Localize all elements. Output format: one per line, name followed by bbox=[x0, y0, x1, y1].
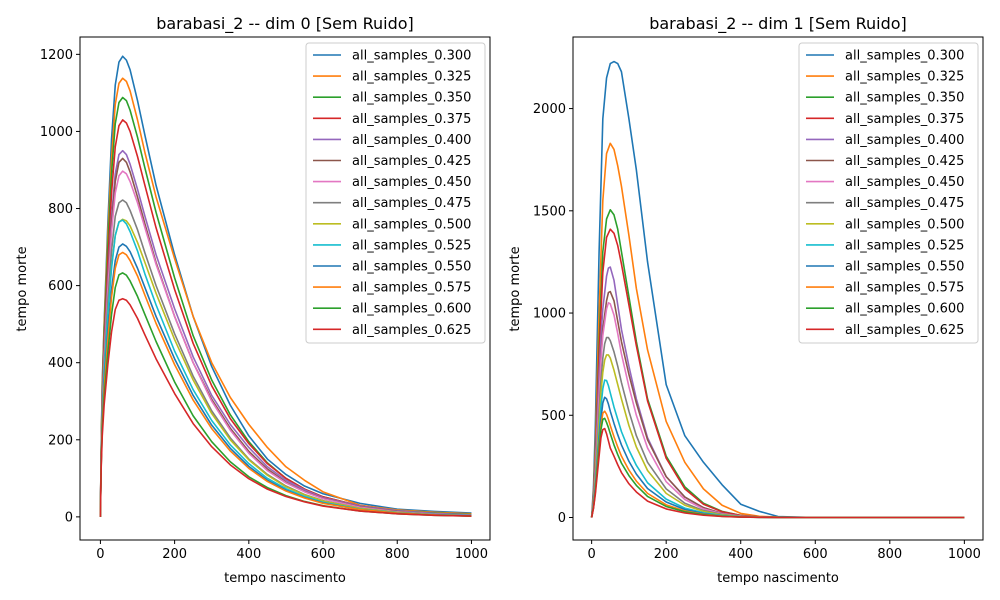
legend-entry-label: all_samples_0.575 bbox=[845, 281, 964, 296]
y-tick-label: 600 bbox=[48, 279, 73, 294]
legend-entry-label: all_samples_0.425 bbox=[845, 154, 964, 169]
x-tick-label: 0 bbox=[587, 547, 595, 562]
legend-entry-label: all_samples_0.400 bbox=[352, 133, 471, 148]
x-tick-label: 200 bbox=[654, 547, 679, 562]
legend-entry-label: all_samples_0.350 bbox=[352, 91, 471, 106]
series-line-all_samples_0.625 bbox=[99, 297, 472, 517]
y-tick-label: 200 bbox=[48, 433, 73, 448]
x-tick-label: 200 bbox=[162, 547, 187, 562]
x-tick-label: 600 bbox=[803, 547, 828, 562]
y-tick-label: 400 bbox=[48, 356, 73, 371]
legend-entry-label: all_samples_0.525 bbox=[845, 238, 964, 253]
x-tick-label: 800 bbox=[877, 547, 902, 562]
legend-entry-label: all_samples_0.625 bbox=[352, 323, 471, 338]
legend-entry-label: all_samples_0.575 bbox=[352, 281, 471, 296]
legend-entry-label: all_samples_0.475 bbox=[845, 196, 964, 211]
y-tick-label: 0 bbox=[558, 511, 566, 526]
x-tick-label: 600 bbox=[311, 547, 336, 562]
legend-entry-label: all_samples_0.500 bbox=[352, 217, 471, 232]
y-tick-label: 800 bbox=[48, 202, 73, 217]
x-tick-label: 400 bbox=[728, 547, 753, 562]
x-tick-label: 800 bbox=[385, 547, 410, 562]
subplot-dim0: barabasi_2 -- dim 0 [Sem Ruido] tempo na… bbox=[15, 14, 491, 586]
x-tick-label: 0 bbox=[96, 547, 104, 562]
legend: all_samples_0.300 all_samples_0.325 all_sa… bbox=[305, 42, 486, 344]
legend-entry-label: all_samples_0.375 bbox=[845, 112, 964, 127]
y-axis-label: tempo morte bbox=[15, 246, 30, 331]
x-tick-label: 1000 bbox=[455, 547, 488, 562]
legend-entry-label: all_samples_0.475 bbox=[352, 196, 471, 211]
y-tick-label: 1500 bbox=[533, 204, 566, 219]
legend-entry-label: all_samples_0.300 bbox=[845, 49, 964, 64]
legend-entry-label: all_samples_0.550 bbox=[845, 260, 964, 275]
legend-box bbox=[798, 42, 979, 344]
axis-ticks: 0 200 400 600 800 1000 0 500 1000 1500 2000 bbox=[533, 102, 981, 562]
chart-title: barabasi_2 -- dim 1 [Sem Ruido] bbox=[649, 14, 907, 34]
legend-entry-label: all_samples_0.325 bbox=[845, 70, 964, 85]
series-line-all_samples_0.625 bbox=[590, 427, 965, 519]
series-lines bbox=[99, 55, 472, 517]
legend-entry-label: all_samples_0.450 bbox=[352, 175, 471, 190]
series-line-all_samples_0.575 bbox=[99, 251, 472, 517]
x-tick-label: 400 bbox=[236, 547, 261, 562]
legend: all_samples_0.300 all_samples_0.325 all_sa… bbox=[798, 42, 979, 344]
chart-title: barabasi_2 -- dim 0 [Sem Ruido] bbox=[156, 14, 414, 34]
y-tick-label: 0 bbox=[65, 510, 73, 525]
x-axis-label: tempo nascimento bbox=[224, 571, 346, 586]
y-tick-label: 1200 bbox=[40, 48, 73, 63]
y-axis-label: tempo morte bbox=[508, 246, 523, 331]
legend-entry-label: all_samples_0.300 bbox=[352, 49, 471, 64]
y-tick-label: 1000 bbox=[533, 307, 566, 322]
series-lines bbox=[590, 60, 965, 519]
legend-entry-label: all_samples_0.425 bbox=[352, 154, 471, 169]
x-tick-label: 1000 bbox=[948, 547, 981, 562]
legend-entry-label: all_samples_0.600 bbox=[845, 302, 964, 317]
legend-entry-label: all_samples_0.600 bbox=[352, 302, 471, 317]
legend-entry-label: all_samples_0.550 bbox=[352, 260, 471, 275]
legend-entry-label: all_samples_0.400 bbox=[845, 133, 964, 148]
legend-entry-label: all_samples_0.525 bbox=[352, 238, 471, 253]
y-tick-label: 2000 bbox=[533, 102, 566, 117]
y-tick-label: 1000 bbox=[40, 125, 73, 140]
legend-entry-label: all_samples_0.325 bbox=[352, 70, 471, 85]
legend-entry-label: all_samples_0.450 bbox=[845, 175, 964, 190]
plot-frame bbox=[572, 36, 984, 541]
legend-entry-label: all_samples_0.500 bbox=[845, 217, 964, 232]
y-tick-label: 500 bbox=[541, 409, 566, 424]
legend-entry-label: all_samples_0.350 bbox=[845, 91, 964, 106]
series-line-all_samples_0.450 bbox=[99, 170, 472, 517]
legend-box bbox=[305, 42, 486, 344]
legend-entry-label: all_samples_0.375 bbox=[352, 112, 471, 127]
legend-entry-label: all_samples_0.625 bbox=[845, 323, 964, 338]
series-line-all_samples_0.525 bbox=[99, 219, 472, 517]
axis-ticks: 0 200 400 600 800 1000 0 200 400 600 800 1000 1200 bbox=[40, 48, 488, 562]
plot-frame bbox=[79, 36, 491, 541]
x-axis-label: tempo nascimento bbox=[717, 571, 839, 586]
subplot-dim1: barabasi_2 -- dim 1 [Sem Ruido] tempo na… bbox=[508, 14, 984, 586]
